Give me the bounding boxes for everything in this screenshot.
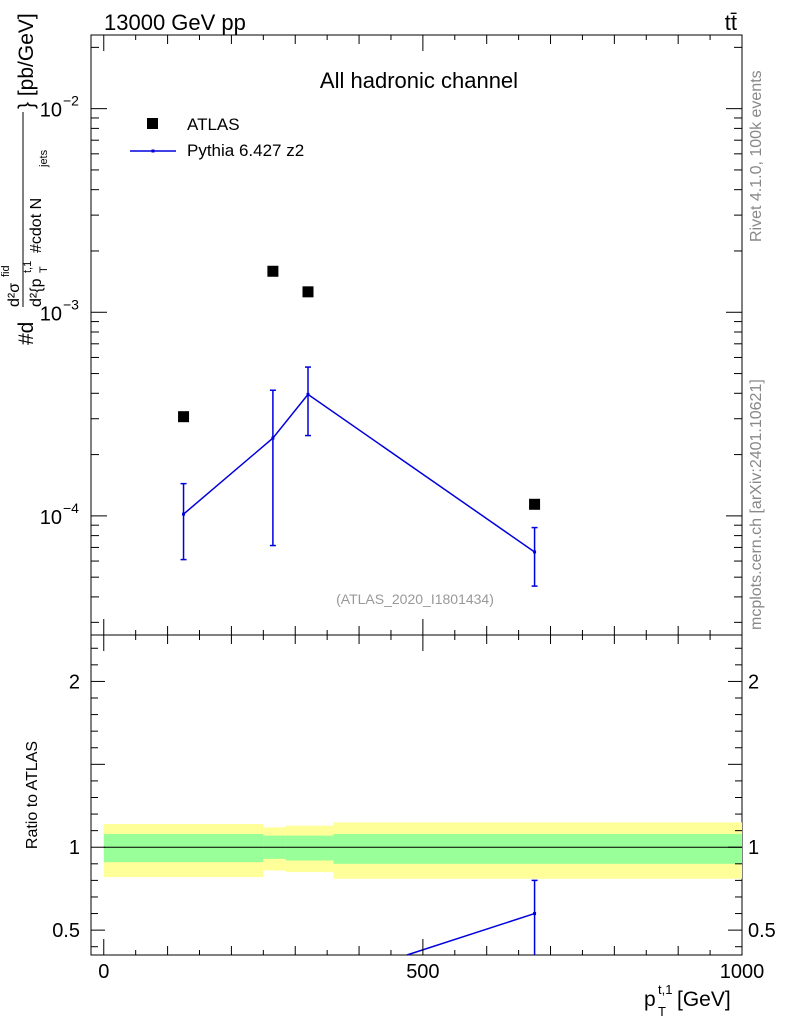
main-y-axis-label: #d d²σ fid d²{p t,1 T #cdot N jets } [pb…: [0, 13, 50, 345]
x-axis-label: p t,1 T [GeV]: [644, 982, 731, 1019]
x-tick-label: 1000: [720, 961, 765, 983]
x-tick-label: 500: [406, 961, 439, 983]
y-label-denominator-sub2: jets: [38, 149, 50, 168]
chart-title: All hadronic channel: [320, 68, 518, 93]
ratio-pythia-line: [406, 912, 535, 956]
atlas-data-point: [267, 265, 279, 277]
ratio-y-axis-label: Ratio to ATLAS: [24, 741, 41, 849]
y-label-prefix: #d: [15, 322, 38, 345]
main-y-tick-label-exponent: −4: [63, 500, 79, 516]
ratio-y-tick-label-left: 0.5: [52, 920, 80, 942]
header-left-label: 13000 GeV pp: [104, 10, 246, 35]
ratio-y-tick-label-left: 2: [69, 671, 80, 693]
pythia-point: [182, 512, 186, 516]
ratio-band-inner-2: [285, 835, 334, 861]
atlas-data-point: [302, 286, 314, 298]
ratio-plot: 0.5 0.5 1 1 2 2 0 500 1000: [52, 635, 776, 983]
main-y-tick-label-base: 10: [40, 303, 62, 325]
pythia-point: [306, 392, 310, 396]
analysis-id-annotation: (ATLAS_2020_I1801434): [336, 591, 494, 607]
legend: ATLAS Pythia 6.427 z2: [130, 115, 304, 160]
legend-atlas-marker: [147, 118, 158, 129]
x-label-main: p: [644, 988, 656, 1011]
y-label-suffix: } [pb/GeV]: [15, 13, 38, 109]
atlas-data-point: [529, 498, 541, 510]
x-tick-label: 0: [98, 961, 109, 983]
main-y-tick-label-base: 10: [40, 507, 62, 529]
x-label-sup: t,1: [658, 982, 672, 997]
atlas-data-point: [178, 411, 190, 423]
legend-pythia-marker: [151, 149, 155, 153]
x-label-sub: T: [658, 1004, 666, 1019]
ratio-band-inner-0: [103, 833, 264, 863]
legend-atlas-label: ATLAS: [187, 115, 240, 134]
main-plot: 10−410−310−2: [40, 35, 743, 635]
ratio-plot-frame: [90, 634, 743, 956]
pythia-point: [533, 550, 537, 554]
y-label-denominator-sub: T: [38, 266, 50, 273]
ratio-y-tick-label-right: 0.5: [748, 920, 776, 942]
ratio-y-tick-label-right: 2: [748, 671, 759, 693]
y-label-denominator-sup: t,1: [22, 261, 34, 273]
y-label-denominator: d²{p: [28, 278, 45, 307]
ratio-y-tick-label-left: 1: [69, 837, 80, 859]
main-y-tick-label-exponent: −3: [63, 296, 79, 312]
ratio-y-tick-label-right: 1: [748, 837, 759, 859]
main-y-tick-label-base: 10: [40, 100, 62, 122]
y-label-numerator-sup: fid: [0, 265, 12, 277]
x-label-rest: [GeV]: [677, 988, 731, 1011]
y-label-numerator: d²σ: [6, 283, 23, 307]
ratio-band-inner-3: [333, 833, 742, 864]
header-right-label: tt̄: [725, 10, 737, 35]
pythia-line: [183, 393, 536, 553]
ratio-pythia-point: [533, 912, 537, 916]
pythia-point: [271, 436, 275, 440]
main-y-tick-label-exponent: −2: [63, 93, 79, 109]
mcplots-label: mcplots.cern.ch [arXiv:2401.10621]: [748, 379, 765, 630]
legend-pythia-label: Pythia 6.427 z2: [187, 141, 304, 160]
y-label-denominator-rest: #cdot N: [28, 198, 45, 253]
rivet-version-label: Rivet 4.1.0, 100k events: [748, 70, 765, 242]
